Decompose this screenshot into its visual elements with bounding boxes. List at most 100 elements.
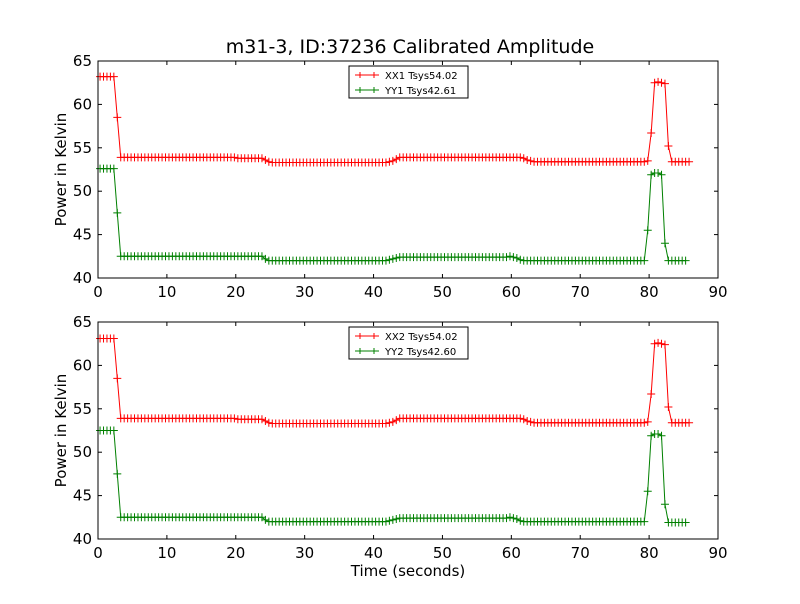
data-point	[385, 157, 394, 166]
data-point	[113, 469, 122, 478]
data-point	[109, 164, 118, 173]
data-point	[261, 254, 270, 263]
series-1	[96, 73, 694, 167]
data-point	[664, 142, 673, 151]
series-2	[96, 165, 690, 265]
data-point	[230, 414, 239, 423]
data-point	[660, 79, 669, 88]
x-tick-label: 50	[433, 544, 452, 562]
data-point	[516, 153, 525, 162]
data-point	[650, 78, 659, 87]
data-point	[257, 415, 266, 424]
data-point	[381, 158, 390, 167]
data-point	[643, 226, 652, 235]
legend-label: XX1 Tsys54.02	[385, 71, 458, 82]
data-point	[523, 416, 532, 425]
data-point	[264, 157, 273, 166]
y-tick-label: 45	[73, 226, 92, 244]
x-tick-label: 0	[93, 544, 103, 562]
data-point	[647, 170, 656, 179]
x-tick-label: 20	[226, 544, 245, 562]
data-point	[681, 518, 690, 527]
data-point	[654, 168, 663, 177]
x-tick-label: 30	[295, 283, 314, 301]
data-point	[657, 431, 666, 440]
legend: XX1 Tsys54.02 YY1 Tsys42.61	[348, 65, 469, 99]
data-point	[643, 487, 652, 496]
series-2	[96, 427, 690, 527]
data-point	[261, 416, 270, 425]
data-point	[509, 253, 518, 262]
series-line	[100, 430, 686, 524]
data-point	[519, 415, 528, 424]
y-tick-label: 65	[73, 313, 92, 331]
data-point	[650, 339, 659, 348]
subplot-2: 0 10 20 30 40 50 60 70 80 90 40 45 50 55 60 65 Power in …	[52, 313, 728, 580]
data-point	[654, 429, 663, 438]
data-point	[647, 390, 656, 399]
data-point	[261, 155, 270, 164]
plot-frame	[97, 321, 719, 540]
data-point	[681, 256, 690, 265]
x-tick-label: 80	[640, 283, 659, 301]
data-point	[385, 418, 394, 427]
data-point	[685, 418, 694, 427]
data-point	[392, 254, 401, 263]
data-point	[385, 255, 394, 264]
data-point	[230, 153, 239, 162]
data-point	[502, 253, 511, 262]
legend-label: XX2 Tsys54.02	[385, 332, 458, 343]
data-point	[381, 517, 390, 526]
x-tick-label: 0	[93, 283, 103, 301]
data-point	[264, 418, 273, 427]
data-point	[660, 340, 669, 349]
y-tick-label: 55	[73, 400, 92, 418]
series-1	[96, 334, 694, 428]
legend-box	[348, 65, 469, 99]
data-point	[109, 426, 118, 435]
y-tick-label: 40	[73, 269, 92, 287]
y-tick-label: 45	[73, 487, 92, 505]
data-point	[512, 254, 521, 263]
data-point	[381, 256, 390, 265]
data-point	[643, 417, 652, 426]
data-point	[516, 414, 525, 423]
legend-box	[348, 326, 469, 360]
data-point	[657, 170, 666, 179]
data-point	[381, 419, 390, 428]
x-tick-label: 50	[433, 283, 452, 301]
figure-title: m31-3, ID:37236 Calibrated Amplitude	[226, 36, 594, 58]
x-tick-label: 70	[571, 544, 590, 562]
data-point	[257, 154, 266, 163]
x-tick-label: 40	[364, 283, 383, 301]
y-tick-label: 65	[73, 52, 92, 70]
data-point	[654, 338, 663, 347]
data-point	[388, 515, 397, 524]
subplot-1: 0 10 20 30 40 50 60 70 80 90 40 45 50 55 60 65 Power in …	[52, 52, 728, 301]
y-tick-label: 40	[73, 530, 92, 548]
data-point	[502, 514, 511, 523]
data-point	[660, 239, 669, 248]
data-point	[664, 403, 673, 412]
x-tick-label: 30	[295, 544, 314, 562]
legend-marker	[357, 348, 377, 354]
data-point	[685, 157, 694, 166]
y-tick-label: 60	[73, 95, 92, 113]
data-point	[385, 516, 394, 525]
x-tick-label: 70	[571, 283, 590, 301]
data-point	[526, 417, 535, 426]
data-point	[657, 78, 666, 87]
y-axis-label: Power in Kelvin	[52, 374, 70, 488]
legend-label: YY2 Tsys42.60	[384, 347, 456, 358]
data-point	[392, 515, 401, 524]
legend-marker	[357, 333, 377, 339]
data-point	[505, 252, 514, 261]
legend-marker	[357, 87, 377, 93]
x-tick-label: 90	[708, 283, 727, 301]
data-point	[660, 500, 669, 509]
data-point	[640, 157, 649, 166]
data-point	[640, 256, 649, 265]
x-tick-label: 60	[502, 544, 521, 562]
data-point	[509, 514, 518, 523]
